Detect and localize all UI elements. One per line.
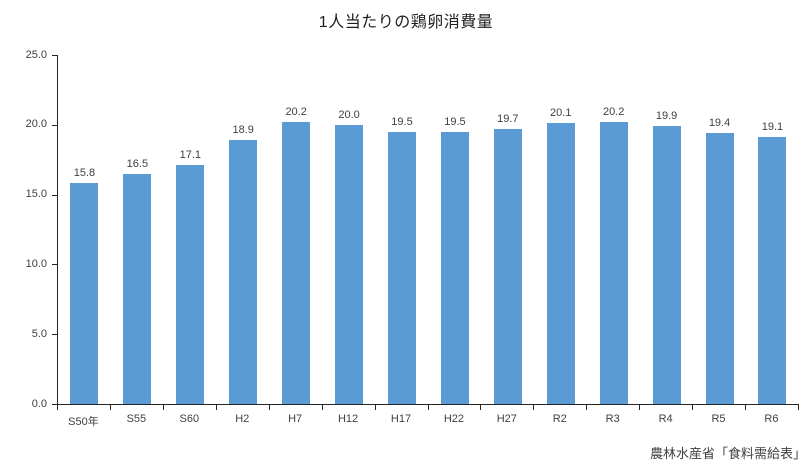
y-axis-label: 25.0 [25,48,47,61]
bar [123,174,152,404]
y-axis-tick [52,194,57,196]
y-axis-label: 20.0 [25,118,47,131]
x-axis-tick [109,405,111,410]
bar-column: 20.2 [270,55,323,404]
bar-value-label: 15.8 [73,167,96,179]
x-axis: S50年 S55 S60 H2 H7 H12 H17 H22 H27 R2 R3 R4 R5 R6 [57,413,798,429]
bar-value-label: 19.7 [497,113,519,125]
x-axis-tick [268,405,270,410]
y-axis-tick [52,404,57,405]
bars-container: 15.8 16.5 17.1 18.9 20.2 20.0 19.5 19.5 19.7 20.1… [58,55,799,404]
bar [229,140,258,404]
y-axis-tick [52,124,57,126]
x-axis-label: H2 [235,413,250,425]
bar-column: 19.4 [693,55,746,404]
bar-column: 19.1 [746,55,799,404]
x-axis-tick [586,405,588,410]
y-axis-tick [52,264,57,266]
x-axis-label: H7 [288,413,303,425]
x-axis-tick [374,405,376,410]
bar-value-label: 19.9 [655,110,678,122]
x-axis-tick [798,405,799,410]
bar-value-label: 19.5 [391,116,413,128]
bar [493,129,522,404]
bar-value-label: 18.9 [232,124,254,136]
x-axis-tick [692,405,694,410]
bar [705,133,734,404]
chart-title: 1人当たりの鶏卵消費量 [318,14,494,31]
bar-value-label: 19.5 [444,116,466,128]
x-axis-tick [533,405,535,410]
y-axis-tick [52,334,57,336]
x-axis-tick [480,405,482,410]
x-axis-label: R5 [711,413,726,425]
x-axis-label: H22 [443,413,464,425]
bar [282,122,311,404]
x-axis-label: S55 [126,413,147,425]
bar-column: 17.1 [164,55,217,404]
x-axis-label: R4 [658,413,673,425]
bar-column: 20.2 [587,55,640,404]
y-axis-tick [52,55,57,56]
bar [652,126,681,404]
bar [335,125,364,404]
bar-column: 15.8 [58,55,111,404]
bar-value-label: 16.5 [126,158,149,170]
x-axis-tick [162,405,164,410]
bar [387,132,416,404]
y-axis-label: 15.0 [25,188,47,201]
x-axis-tick [639,405,641,410]
bar-value-label: 20.1 [550,107,572,119]
x-axis-label: S60 [179,413,200,425]
y-axis-label: 0.0 [31,397,47,410]
bar-column: 19.5 [428,55,481,404]
y-axis-label: 10.0 [25,257,47,270]
bar-value-label: 20.2 [602,106,625,118]
source-label: 農林水産省「食料需給表」 [649,446,806,461]
bar-column: 19.7 [481,55,534,404]
x-axis-tick [215,405,217,410]
bar-value-label: 20.0 [338,109,360,121]
bar [176,165,205,404]
x-axis-tick [57,405,58,410]
x-axis-label: H12 [337,413,359,425]
x-axis-label: R2 [552,413,567,425]
y-axis-label: 5.0 [31,327,47,340]
bar-column: 19.9 [640,55,693,404]
x-axis-tick [745,405,747,410]
bar-column: 19.5 [376,55,429,404]
bar [758,137,787,404]
bar-column: 16.5 [111,55,164,404]
bar-value-label: 17.1 [179,149,202,161]
x-axis-label: R6 [764,413,779,425]
bar [599,122,628,404]
bar-column: 20.0 [323,55,376,404]
bar-value-label: 20.2 [285,106,307,118]
x-axis-label: R3 [605,413,620,425]
bar [70,183,99,404]
x-axis-tick [427,405,429,410]
bar-column: 20.1 [534,55,587,404]
bar-column: 18.9 [217,55,270,404]
bar-value-label: 19.1 [761,121,784,133]
bar [440,132,469,404]
bar-value-label: 19.4 [708,117,731,129]
bar [546,123,575,404]
x-axis-tick [321,405,323,410]
x-axis-label: H17 [390,413,412,425]
plot-area: 15.8 16.5 17.1 18.9 20.2 20.0 19.5 19.5 19.7 20.1… [57,55,799,405]
x-axis-label: S50年 [68,416,99,428]
x-axis-label: H27 [496,413,517,425]
